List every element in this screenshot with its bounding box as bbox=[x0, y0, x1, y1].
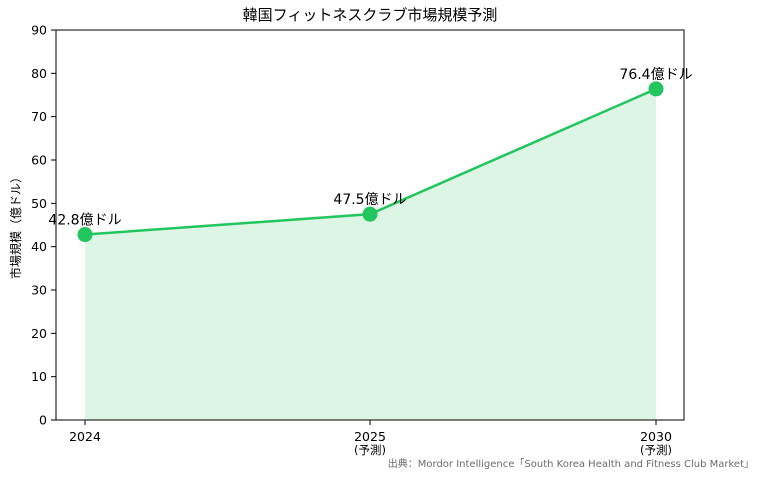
x-axis-ticks: 2024 2025(予測)2030(予測) bbox=[69, 420, 672, 457]
x-tick-label: (予測) bbox=[640, 443, 672, 457]
data-point bbox=[648, 81, 664, 97]
x-tick-label: (予測) bbox=[354, 443, 386, 457]
data-point bbox=[77, 227, 93, 243]
points-layer bbox=[77, 81, 664, 243]
area-layer bbox=[85, 88, 656, 420]
data-label: 47.5億ドル bbox=[333, 192, 406, 208]
data-label: 76.4億ドル bbox=[619, 67, 692, 83]
area-fill bbox=[85, 88, 656, 420]
x-tick-label: 2030 bbox=[640, 429, 672, 444]
x-tick-label: 2025 bbox=[354, 429, 386, 444]
y-tick-label: 40 bbox=[31, 239, 47, 254]
y-tick-label: 70 bbox=[31, 109, 47, 124]
source-note: 出典：Mordor Intelligence「South Korea Healt… bbox=[387, 459, 754, 470]
y-tick-label: 80 bbox=[31, 66, 47, 81]
y-tick-label: 50 bbox=[31, 196, 47, 211]
data-labels-layer: 42.8億ドル 47.5億ドル 76.4億ドル bbox=[48, 67, 692, 229]
y-axis-label: 市場規模（億ドル） bbox=[8, 171, 23, 279]
y-tick-label: 0 bbox=[39, 413, 47, 428]
y-axis-ticks: 0 10 20 30 40 50 60 70 80 90 bbox=[31, 23, 56, 428]
data-point bbox=[362, 206, 378, 222]
y-tick-label: 20 bbox=[31, 326, 47, 341]
y-tick-label: 60 bbox=[31, 153, 47, 168]
chart-title: 韓国フィットネスクラブ市場規模予測 bbox=[243, 6, 498, 24]
y-tick-label: 10 bbox=[31, 369, 47, 384]
data-label: 42.8億ドル bbox=[48, 213, 121, 229]
y-tick-label: 30 bbox=[31, 283, 47, 298]
y-tick-label: 90 bbox=[31, 23, 47, 38]
x-tick-label: 2024 bbox=[69, 429, 101, 444]
